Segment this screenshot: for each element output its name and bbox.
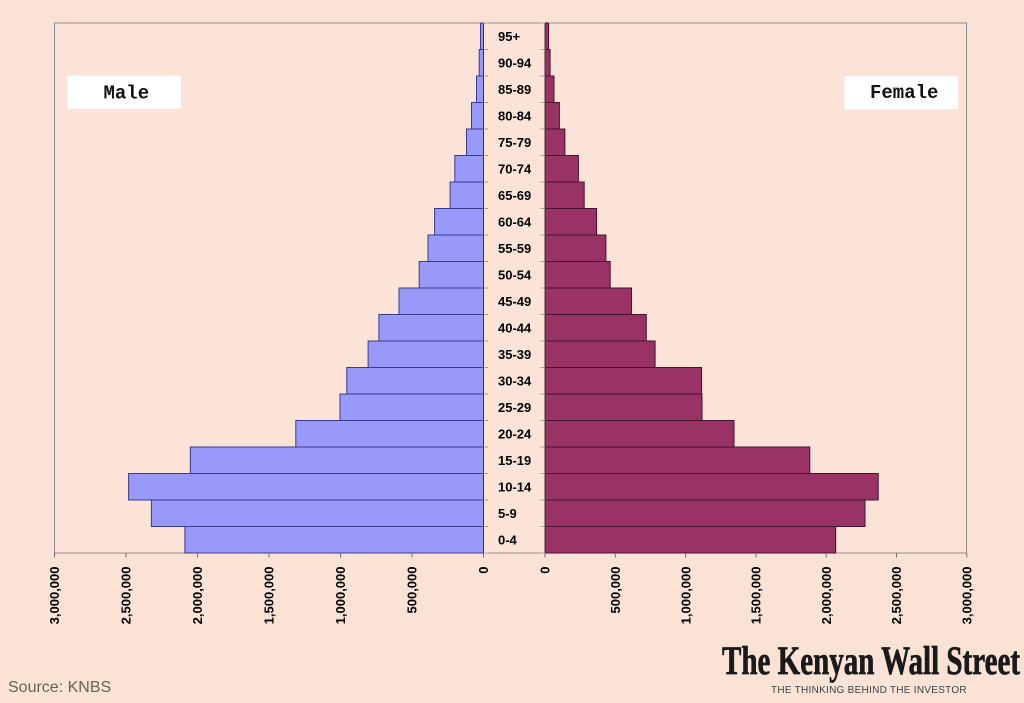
svg-text:THE THINKING BEHIND THE INVEST: THE THINKING BEHIND THE INVESTOR: [771, 685, 969, 696]
svg-text:0: 0: [538, 567, 553, 574]
svg-text:60-64: 60-64: [498, 214, 532, 229]
svg-text:1,000,000: 1,000,000: [333, 567, 348, 625]
svg-text:Female: Female: [870, 82, 938, 104]
svg-text:85-89: 85-89: [498, 82, 531, 97]
svg-text:3,000,000: 3,000,000: [960, 567, 975, 625]
svg-text:500,000: 500,000: [405, 567, 420, 614]
svg-text:Male: Male: [103, 82, 149, 104]
svg-text:1,500,000: 1,500,000: [749, 567, 764, 625]
svg-text:1,500,000: 1,500,000: [262, 567, 277, 625]
svg-text:50-54: 50-54: [498, 267, 532, 282]
svg-text:90-94: 90-94: [498, 55, 532, 70]
svg-text:500,000: 500,000: [608, 567, 623, 614]
svg-text:40-44: 40-44: [498, 320, 532, 335]
svg-text:0: 0: [476, 567, 491, 574]
svg-text:2,500,000: 2,500,000: [889, 567, 904, 625]
svg-text:1,000,000: 1,000,000: [678, 567, 693, 625]
svg-text:Source: KNBS: Source: KNBS: [8, 679, 111, 696]
svg-text:2,000,000: 2,000,000: [190, 567, 205, 625]
svg-text:25-29: 25-29: [498, 400, 531, 415]
svg-text:35-39: 35-39: [498, 347, 531, 362]
svg-text:15-19: 15-19: [498, 453, 531, 468]
svg-text:65-69: 65-69: [498, 188, 531, 203]
svg-text:55-59: 55-59: [498, 241, 531, 256]
svg-text:75-79: 75-79: [498, 135, 531, 150]
svg-text:70-74: 70-74: [498, 161, 532, 176]
svg-text:30-34: 30-34: [498, 373, 532, 388]
svg-text:45-49: 45-49: [498, 294, 531, 309]
svg-text:10-14: 10-14: [498, 479, 532, 494]
svg-text:80-84: 80-84: [498, 108, 532, 123]
svg-text:3,000,000: 3,000,000: [47, 567, 62, 625]
svg-text:5-9: 5-9: [498, 506, 517, 521]
svg-text:2,000,000: 2,000,000: [819, 567, 834, 625]
svg-text:0-4: 0-4: [498, 532, 518, 547]
svg-text:95+: 95+: [498, 29, 520, 44]
svg-text:2,500,000: 2,500,000: [119, 567, 134, 625]
svg-text:20-24: 20-24: [498, 426, 532, 441]
svg-text:The Kenyan Wall Street: The Kenyan Wall Street: [722, 638, 1020, 683]
